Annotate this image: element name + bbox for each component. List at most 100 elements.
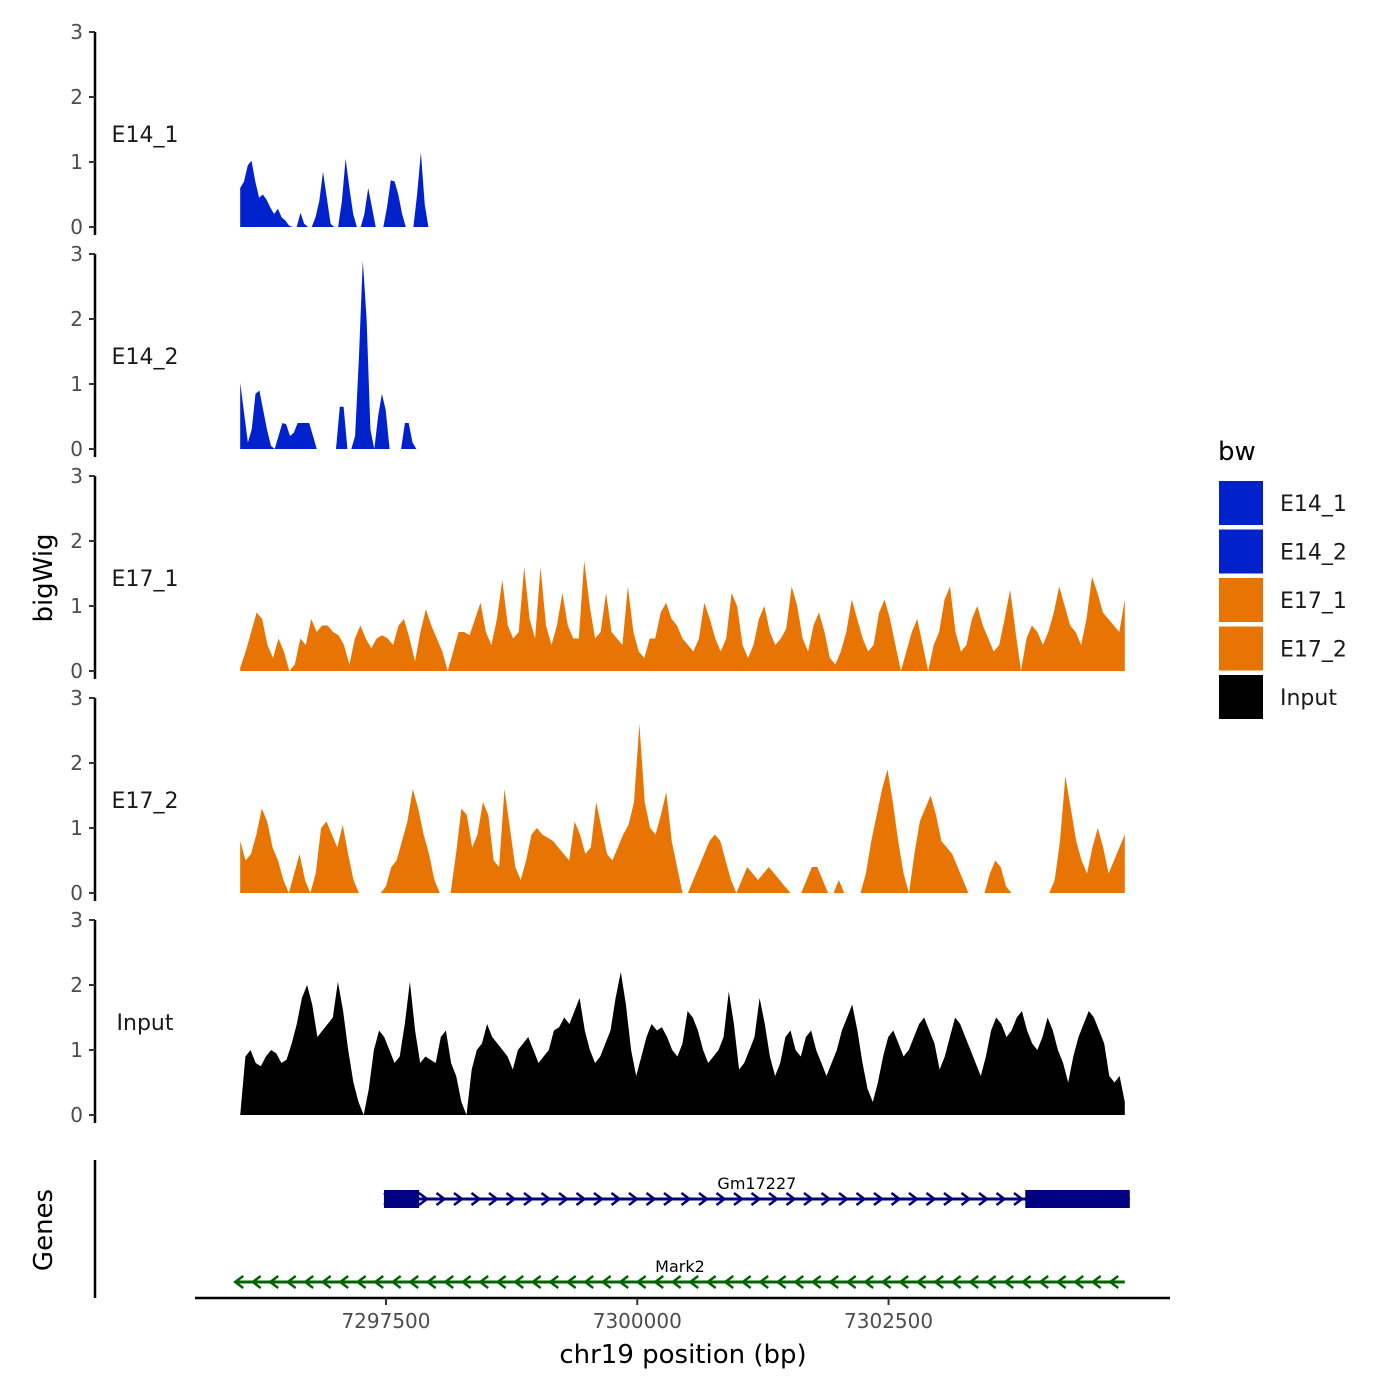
- strand-chevron: [838, 1192, 850, 1206]
- legend-label: E17_2: [1280, 638, 1347, 663]
- strand-chevron: [915, 1275, 927, 1289]
- x-tick-label: 7300000: [593, 1309, 682, 1333]
- strand-chevron: [453, 1192, 465, 1206]
- legend-swatch: [1217, 527, 1265, 576]
- legend-label: E17_1: [1280, 589, 1347, 614]
- gene-mark2: Mark2: [233, 1257, 1125, 1289]
- strand-chevron: [715, 1192, 727, 1206]
- legend-swatch: [1217, 673, 1265, 721]
- strand-chevron: [775, 1275, 787, 1289]
- legend-swatch: [1217, 479, 1265, 527]
- strand-chevron: [408, 1275, 419, 1289]
- x-axis: 7297500 7300000 7302500: [195, 1296, 1170, 1333]
- strand-chevron: [828, 1275, 839, 1289]
- y-tick-label: 0: [70, 437, 83, 461]
- y-tick-label: 1: [70, 816, 83, 840]
- track-label-input: Input: [117, 1011, 174, 1036]
- strand-chevron: [653, 1275, 664, 1289]
- gene-annotation-track: Gm17227 Mark2: [93, 1160, 1130, 1298]
- strand-chevron: [1055, 1275, 1067, 1289]
- y-tick-label: 2: [70, 751, 83, 775]
- strand-chevron: [880, 1275, 892, 1289]
- strand-chevron: [530, 1275, 542, 1289]
- strand-chevron: [338, 1275, 349, 1289]
- strand-chevron: [505, 1192, 517, 1206]
- coverage-area-e14-1: [240, 152, 1125, 227]
- y-tick-label: 2: [70, 85, 83, 109]
- strand-chevron: [600, 1275, 612, 1289]
- legend-item-e17-1: E17_1: [1217, 576, 1347, 624]
- y-tick-label: 1: [70, 372, 83, 396]
- legend-item-e14-2: E14_2: [1217, 527, 1347, 576]
- strand-chevron: [898, 1275, 909, 1289]
- y-tick-label: 3: [70, 686, 83, 710]
- strand-chevron: [845, 1275, 857, 1289]
- legend-item-e17-2: E17_2: [1217, 624, 1347, 673]
- y-tick-label: 0: [70, 215, 83, 239]
- strand-chevron: [723, 1275, 734, 1289]
- strand-chevron: [593, 1192, 605, 1206]
- strand-chevron: [663, 1192, 675, 1206]
- track-e14-2: 0 1 2 3 E14_2: [70, 242, 1125, 461]
- strand-chevron: [863, 1275, 874, 1289]
- legend-label: E14_1: [1280, 492, 1347, 517]
- strand-chevron: [908, 1192, 920, 1206]
- coverage-area-input: [240, 972, 1125, 1115]
- strand-chevron: [1020, 1275, 1032, 1289]
- strand-chevron: [1073, 1275, 1084, 1289]
- legend-title: bw: [1218, 437, 1256, 467]
- legend: bw E14_1 E14_2 E17_1 E17_2 Input: [1217, 437, 1347, 721]
- strand-chevron: [303, 1275, 314, 1289]
- strand-chevron: [810, 1275, 822, 1289]
- strand-chevron: [758, 1275, 769, 1289]
- strand-chevron: [478, 1275, 489, 1289]
- strand-chevron: [460, 1275, 472, 1289]
- x-tick-label: 7297500: [341, 1309, 430, 1333]
- legend-label: E14_2: [1280, 541, 1347, 566]
- strand-chevron: [268, 1275, 279, 1289]
- strand-chevron: [320, 1275, 332, 1289]
- strand-chevron: [618, 1275, 629, 1289]
- strand-chevron: [435, 1192, 447, 1206]
- x-tick-label: 7302500: [844, 1309, 933, 1333]
- track-e14-1: 0 1 2 3 E14_1: [70, 20, 1125, 239]
- y-tick-label: 0: [70, 881, 83, 905]
- strand-chevron: [610, 1192, 622, 1206]
- track-label-e14-2: E14_2: [112, 345, 179, 370]
- track-label-e17-2: E17_2: [112, 789, 179, 814]
- track-label-e17-1: E17_1: [112, 567, 179, 592]
- track-e17-2: 0 1 2 3 E17_2: [70, 686, 1125, 905]
- strand-chevron: [425, 1275, 437, 1289]
- y-tick-label: 2: [70, 307, 83, 331]
- y-axis-title: bigWig: [29, 533, 59, 622]
- strand-chevron: [873, 1192, 885, 1206]
- strand-chevron: [680, 1192, 692, 1206]
- gene-gm17227: Gm17227: [383, 1174, 1130, 1208]
- strand-chevron: [635, 1275, 647, 1289]
- strand-chevron: [1013, 1192, 1025, 1206]
- strand-chevron: [513, 1275, 524, 1289]
- exon: [1025, 1190, 1130, 1208]
- y-tick-label: 3: [70, 20, 83, 44]
- strand-chevron: [558, 1192, 570, 1206]
- coverage-area-e17-2: [240, 724, 1125, 893]
- strand-chevron: [793, 1275, 804, 1289]
- strand-chevron: [523, 1192, 535, 1206]
- strand-chevron: [628, 1192, 640, 1206]
- legend-label: Input: [1280, 686, 1337, 711]
- strand-chevron: [285, 1275, 297, 1289]
- strand-chevron: [968, 1275, 979, 1289]
- gene-label-gm17227: Gm17227: [717, 1174, 796, 1193]
- exon: [383, 1190, 420, 1208]
- gene-label-mark2: Mark2: [655, 1257, 705, 1276]
- strand-chevron: [768, 1192, 780, 1206]
- strand-chevron: [960, 1192, 972, 1206]
- y-tick-label: 0: [70, 1103, 83, 1127]
- legend-item-input: Input: [1217, 673, 1337, 721]
- strand-chevron: [978, 1192, 990, 1206]
- strand-chevron: [565, 1275, 577, 1289]
- strand-chevron: [670, 1275, 682, 1289]
- strand-chevron: [390, 1275, 402, 1289]
- strand-chevron: [890, 1192, 902, 1206]
